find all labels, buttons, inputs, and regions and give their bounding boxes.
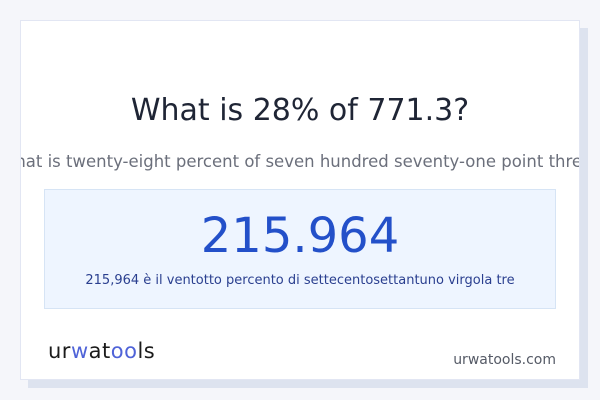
result-words: 215,964 è il ventotto percento di settec… — [85, 273, 515, 288]
result-value: 215.964 — [200, 208, 400, 264]
urwatools-logo: urwatools — [48, 339, 156, 363]
result-card: What is 28% of 771.3? What is twenty-eig… — [20, 20, 580, 380]
result-box: 215.964 215,964 è il ventotto percento d… — [44, 189, 556, 309]
site-url: urwatools.com — [453, 352, 556, 368]
page-title: What is 28% of 771.3? — [130, 93, 470, 128]
subtitle: What is twenty-eight percent of seven hu… — [20, 152, 580, 171]
